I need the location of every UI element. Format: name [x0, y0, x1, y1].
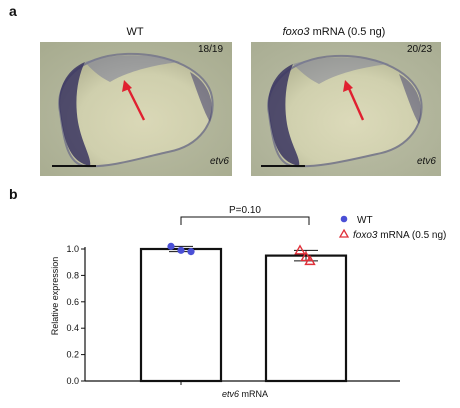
foxo-data-point — [304, 254, 316, 266]
y-tick-label: 1.0 — [66, 244, 79, 254]
y-tick-label: 0.6 — [66, 297, 79, 307]
x-axis-label: etv6 mRNA — [222, 389, 268, 399]
wt-data-point — [167, 242, 175, 250]
chart-axes: 0.0 0.2 0.4 0.6 0.8 1.0 — [66, 244, 400, 386]
foxo-data-point — [294, 244, 306, 255]
y-tick-label: 0.0 — [66, 376, 79, 386]
y-tick-label: 0.8 — [66, 270, 79, 280]
foxo-count: 20/23 — [407, 44, 433, 55]
x-axis-label-italic: etv6 — [222, 389, 239, 399]
legend-foxo-italic: foxo3 — [353, 230, 378, 241]
legend-wt-marker — [340, 215, 348, 223]
foxo-data-point — [300, 250, 312, 262]
foxo-title-italic: foxo3 — [282, 26, 310, 38]
y-tick-label: 0.4 — [66, 323, 79, 333]
wt-data-point — [187, 248, 195, 256]
chart-bars — [139, 245, 348, 383]
legend-foxo-marker — [338, 228, 350, 238]
bar — [139, 247, 223, 383]
foxo-embryo-image — [251, 42, 441, 176]
chart-points — [167, 242, 316, 266]
bar-chart: 0.0 0.2 0.4 0.6 0.8 1.0 Relative expression e… — [50, 205, 446, 399]
legend-wt-label: WT — [357, 215, 373, 226]
foxo-gene-label: etv6 — [417, 156, 436, 167]
wt-image-title: WT — [126, 26, 144, 38]
y-tick-label: 0.2 — [66, 350, 79, 360]
y-axis-label: Relative expression — [50, 257, 60, 336]
legend-foxo-rest: mRNA (0.5 ng) — [377, 230, 446, 241]
panel-a-letter: a — [9, 3, 17, 19]
foxo-image-title: foxo3 mRNA (0.5 ng) — [244, 26, 424, 38]
x-axis-label-rest: mRNA — [239, 389, 268, 399]
panel-b-letter: b — [9, 186, 18, 202]
bar — [264, 254, 348, 383]
wt-data-point — [177, 246, 185, 254]
foxo-title-rest: mRNA (0.5 ng) — [309, 26, 386, 38]
wt-embryo-image — [40, 42, 232, 176]
wt-gene-label: etv6 — [210, 156, 229, 167]
wt-count: 18/19 — [198, 44, 224, 55]
significance-bracket — [180, 216, 310, 225]
legend-foxo-label: foxo3 mRNA (0.5 ng) — [353, 230, 446, 241]
p-value: P=0.10 — [229, 205, 261, 216]
